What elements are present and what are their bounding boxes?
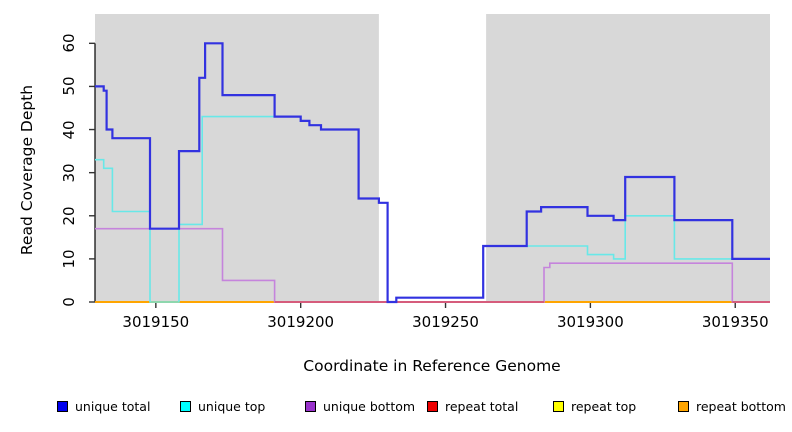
legend-label: repeat bottom [696,398,786,414]
y-tick-label: 30 [60,163,78,183]
y-axis-title: Read Coverage Depth [18,84,36,256]
y-tick-label: 50 [60,76,78,96]
legend-item: unique total [57,398,150,414]
x-axis-title: Coordinate in Reference Genome [303,357,561,375]
legend-swatch [57,400,68,412]
legend-item: repeat top [553,398,636,414]
legend-label: unique bottom [323,398,416,414]
x-tick-label: 3019350 [701,313,769,331]
legend-item: unique top [180,398,265,414]
x-tick-label: 3019150 [122,313,190,331]
series-line-unique-bottom [95,227,770,303]
legend-label: repeat top [571,398,637,414]
legend-item: unique bottom [305,398,415,414]
legend-item: repeat total [427,398,518,414]
y-tick-label: 0 [60,297,78,307]
y-tick-label: 40 [60,119,78,140]
legend-label: unique total [75,398,151,414]
shaded-region [95,14,379,302]
shaded-region [486,14,770,302]
legend-swatch [180,400,191,412]
series-line-unique-total [95,42,770,304]
legend-swatch [553,400,564,412]
x-tick-label: 3019200 [267,313,335,331]
x-tick-label: 3019300 [556,313,624,331]
legend-swatch [427,400,438,412]
x-tick-label: 3019250 [412,313,479,331]
legend-label: repeat total [445,398,519,414]
y-tick-label: 10 [60,249,78,269]
legend-swatch [678,400,689,412]
legend-item: repeat bottom [678,398,786,414]
y-tick-label: 60 [60,33,78,53]
y-tick-label: 20 [60,206,78,226]
legend-swatch [305,400,316,412]
legend-label: unique top [198,398,266,414]
